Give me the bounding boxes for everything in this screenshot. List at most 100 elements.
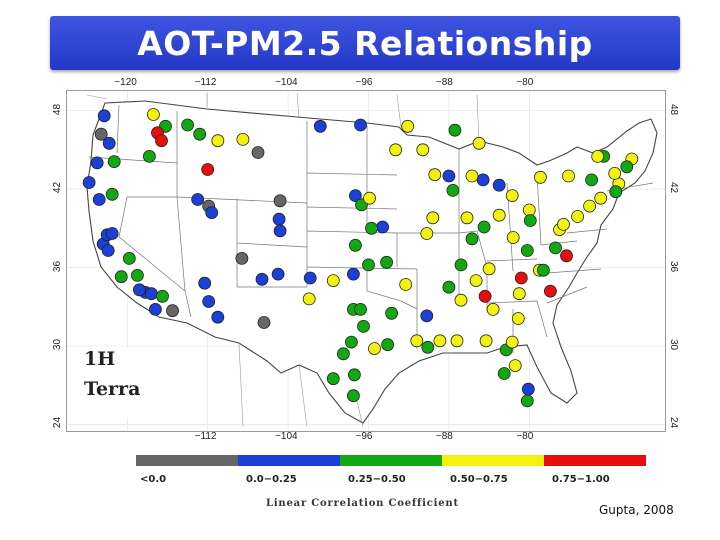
station-marker <box>620 160 634 174</box>
station-marker <box>609 185 623 199</box>
station-marker <box>90 156 104 170</box>
right-lat-tick: 30 <box>668 338 680 351</box>
station-marker <box>401 119 415 133</box>
station-marker <box>450 334 464 348</box>
right-lat-tick: 36 <box>668 260 680 272</box>
station-markers <box>82 108 639 408</box>
station-marker <box>428 168 442 182</box>
station-marker <box>442 280 456 294</box>
station-marker <box>492 208 506 222</box>
left-lat-tick: 30 <box>52 338 64 351</box>
station-marker <box>585 173 598 187</box>
station-marker <box>583 199 596 213</box>
station-marker <box>362 258 375 272</box>
station-marker <box>608 167 622 180</box>
station-marker <box>166 304 179 318</box>
station-marker <box>122 251 136 265</box>
station-marker <box>211 310 225 324</box>
station-marker <box>497 367 511 380</box>
station-marker <box>82 176 96 189</box>
station-marker <box>105 227 119 240</box>
station-marker <box>303 271 317 285</box>
station-marker <box>149 302 162 316</box>
station-marker <box>571 210 585 223</box>
station-marker <box>257 316 271 329</box>
station-marker <box>454 258 468 272</box>
station-marker <box>543 284 557 298</box>
station-marker <box>520 244 534 257</box>
us-map <box>67 91 665 431</box>
station-marker <box>255 272 269 286</box>
station-marker <box>465 169 479 183</box>
station-marker <box>354 118 367 132</box>
station-marker <box>477 220 491 234</box>
legend-bin-label: 0.0−0.25 <box>246 474 297 485</box>
bottom-lon-tick: −96 <box>355 431 373 442</box>
station-marker <box>326 372 340 386</box>
station-marker <box>346 267 360 281</box>
station-marker <box>107 155 121 168</box>
station-marker <box>454 293 468 307</box>
station-marker <box>347 368 361 382</box>
station-marker <box>505 189 519 202</box>
station-marker <box>560 249 573 263</box>
station-marker <box>385 306 399 320</box>
canada-mexico-borders <box>86 92 480 428</box>
station-marker <box>520 394 534 408</box>
left-lat-tick: 42 <box>52 182 64 194</box>
station-marker <box>336 347 350 361</box>
station-marker <box>236 133 250 146</box>
station-marker <box>273 194 287 208</box>
legend-swatch <box>238 455 340 466</box>
station-marker <box>514 271 528 285</box>
station-marker <box>133 283 146 297</box>
station-marker <box>523 214 537 227</box>
station-marker <box>251 146 265 159</box>
bottom-lon-tick: −104 <box>275 431 298 442</box>
station-marker <box>594 191 608 205</box>
station-marker <box>478 289 492 303</box>
station-marker <box>156 289 169 303</box>
station-marker <box>416 143 430 157</box>
station-marker <box>472 136 486 150</box>
legend-swatch <box>442 455 544 466</box>
station-marker <box>486 302 500 316</box>
station-marker <box>114 270 128 284</box>
station-marker <box>155 134 168 148</box>
station-marker <box>354 302 367 316</box>
station-marker <box>492 178 506 192</box>
right-lat-tick: 24 <box>668 417 680 429</box>
top-lon-tick: −120 <box>114 77 137 88</box>
credit: Gupta, 2008 <box>599 503 674 517</box>
page-title: AOT-PM2.5 Relationship <box>137 23 593 63</box>
station-marker <box>505 335 519 349</box>
station-marker <box>533 170 547 184</box>
bottom-lon-tick: −80 <box>516 431 534 442</box>
legend-bin-label: 0.25−0.50 <box>348 474 406 485</box>
title-bar: AOT-PM2.5 Relationship <box>50 16 680 70</box>
station-marker <box>302 292 316 306</box>
station-marker <box>235 251 249 265</box>
station-marker <box>131 268 144 282</box>
station-marker <box>506 231 520 244</box>
station-marker <box>365 221 378 235</box>
station-marker <box>536 263 550 277</box>
station-marker <box>521 382 535 396</box>
station-marker <box>448 123 462 137</box>
panel-label-time: 1H <box>84 348 116 370</box>
station-marker <box>420 309 434 323</box>
station-marker <box>348 238 362 252</box>
station-marker <box>465 232 479 246</box>
station-marker <box>348 189 362 202</box>
station-marker <box>102 136 116 150</box>
legend-swatch <box>544 455 646 466</box>
station-marker <box>446 184 460 197</box>
station-marker <box>376 220 390 234</box>
top-lon-tick: −104 <box>275 77 298 88</box>
station-marker <box>191 193 205 206</box>
station-marker <box>201 163 215 176</box>
station-marker <box>92 193 106 206</box>
top-lon-tick: −96 <box>355 77 373 88</box>
station-marker <box>272 212 286 226</box>
station-marker <box>479 334 493 348</box>
